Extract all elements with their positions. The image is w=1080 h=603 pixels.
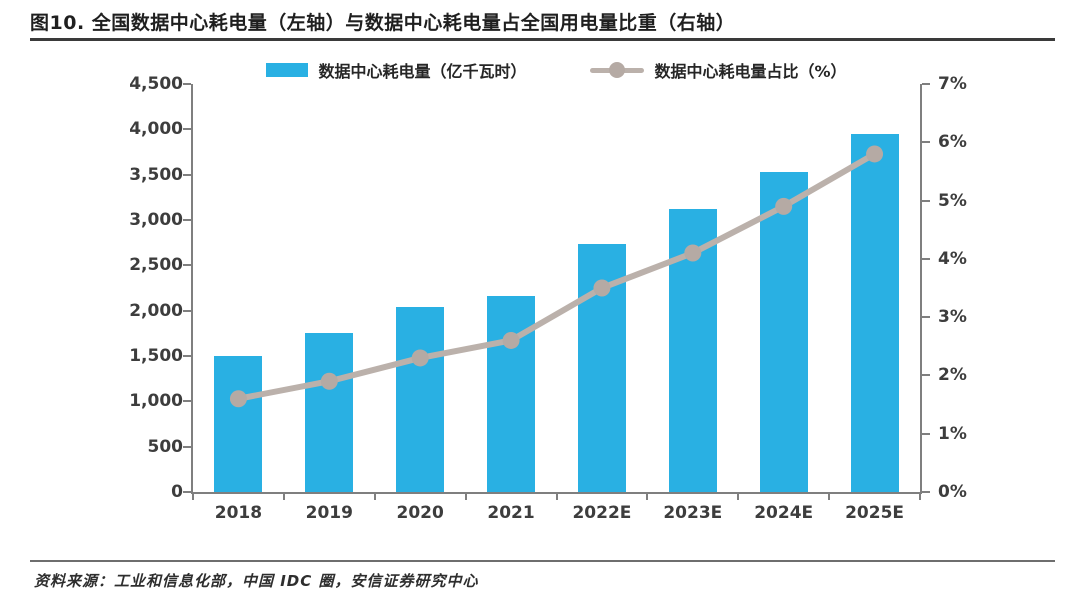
x-axis-label: 2024E (754, 503, 814, 523)
x-axis-label: 2025E (845, 503, 905, 523)
x-axis-label: 2021 (487, 503, 535, 523)
x-axis-label: 2018 (214, 503, 263, 523)
line-marker (593, 279, 611, 297)
line-marker (502, 331, 520, 349)
x-axis-line (191, 492, 922, 494)
x-axis-label: 2020 (396, 503, 444, 523)
left-axis-tick-label: 4,000 (129, 119, 183, 140)
line-swatch-icon (590, 62, 645, 78)
left-axis-tick (183, 173, 191, 176)
line-series (229, 145, 884, 408)
bar (396, 306, 445, 492)
right-axis-tick (922, 199, 930, 202)
legend-item-consumption: 数据中心耗电量（亿千瓦时） (266, 58, 526, 82)
x-axis-tick (555, 494, 558, 500)
right-axis-tick-label: 7% (938, 74, 967, 94)
x-axis-tick (282, 494, 285, 500)
line-marker (866, 145, 884, 163)
bar (305, 333, 354, 492)
right-axis-tick-label: 0% (938, 482, 967, 502)
bar (214, 356, 263, 492)
left-axis-tick-label: 4,500 (129, 74, 183, 94)
x-axis-tick (919, 494, 921, 500)
right-axis-tick (922, 491, 930, 493)
right-axis-tick-label: 4% (938, 248, 967, 269)
x-axis-tick (464, 494, 467, 500)
left-axis-tick (183, 355, 191, 357)
bar (850, 133, 899, 492)
left-axis-tick-label: 500 (147, 436, 184, 457)
left-axis-line (191, 84, 193, 494)
right-axis-tick-label: 5% (938, 190, 967, 211)
left-axis-tick (183, 445, 191, 448)
right-axis-tick-label: 6% (938, 132, 967, 153)
right-axis-tick (922, 83, 930, 85)
x-axis-tick (737, 494, 740, 500)
legend-label-share: 数据中心耗电量占比（%） (654, 62, 847, 81)
x-axis-label: 2022E (572, 503, 632, 523)
left-axis-tick (183, 219, 191, 221)
left-axis-tick (183, 309, 191, 312)
right-axis-tick-label: 3% (938, 307, 967, 328)
left-axis-tick-label: 1,000 (129, 391, 183, 412)
left-axis-tick (183, 491, 191, 493)
x-axis-label: 2023E (663, 503, 723, 523)
title-underline (30, 38, 1055, 41)
right-axis-tick (922, 141, 930, 144)
bar (759, 171, 808, 492)
right-axis-tick (922, 374, 930, 377)
figure-title: 图10. 全国数据中心耗电量（左轴）与数据中心耗电量占全国用电量比重（右轴） (30, 12, 736, 34)
left-axis-tick (183, 400, 191, 403)
left-axis-tick (183, 83, 191, 85)
left-axis-tick-label: 1,500 (129, 346, 183, 366)
line-path (237, 151, 877, 402)
legend-item-share: 数据中心耗电量占比（%） (590, 58, 847, 82)
line-marker (684, 244, 702, 262)
chart-legend: 数据中心耗电量（亿千瓦时） 数据中心耗电量占比（%） (193, 57, 920, 83)
left-axis-tick-label: 2,000 (129, 300, 183, 321)
source-note: 资料来源：工业和信息化部，中国 IDC 圈，安信证券研究中心 (34, 572, 479, 590)
source-divider (30, 560, 1055, 562)
bar-swatch-icon (266, 63, 309, 77)
left-axis-tick (183, 128, 191, 131)
left-axis-tick-label: 2,500 (129, 255, 183, 276)
right-axis-tick-label: 1% (938, 423, 967, 444)
line-marker (411, 349, 429, 367)
x-axis-tick (192, 494, 194, 500)
x-axis-label: 2019 (305, 503, 353, 523)
line-marker (229, 390, 247, 408)
right-axis-line (920, 84, 922, 494)
left-axis-tick-label: 0 (171, 482, 183, 502)
right-axis-tick (922, 257, 930, 260)
line-marker-icon (609, 62, 626, 78)
x-axis-tick (373, 494, 376, 500)
legend-label-consumption: 数据中心耗电量（亿千瓦时） (318, 62, 527, 81)
plot-area (193, 84, 920, 492)
right-axis-tick (922, 316, 930, 319)
x-axis-tick (828, 494, 831, 500)
line-marker (320, 372, 338, 390)
left-axis-tick-label: 3,500 (129, 164, 183, 185)
left-axis-tick-label: 3,000 (129, 210, 183, 230)
right-axis-tick-label: 2% (938, 365, 967, 386)
left-axis-tick (183, 264, 191, 267)
right-axis-tick (922, 432, 930, 435)
x-axis-tick (646, 494, 649, 500)
line-marker (775, 197, 793, 215)
